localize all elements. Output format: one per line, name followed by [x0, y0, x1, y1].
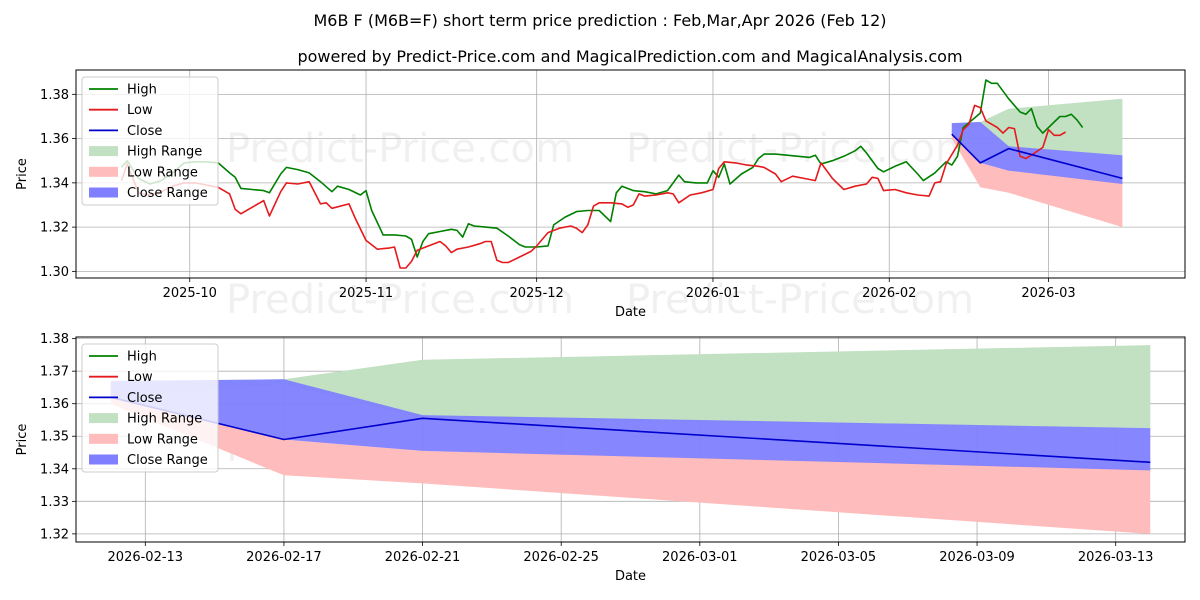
y-axis-ticks: 1.30 1.32 1.34 1.36 1.38: [40, 88, 76, 280]
legend-swatch-high-range: [89, 413, 118, 424]
x-tick-label: 2026-02: [862, 286, 916, 301]
x-axis-label: Date: [615, 305, 646, 320]
watermark: Predict-Price.com: [226, 126, 574, 172]
high-line: [120, 79, 1084, 258]
x-tick-label: 2025-11: [339, 286, 393, 301]
x-tick-label: 2026-01: [686, 286, 740, 301]
close-range-band: [110, 379, 1151, 471]
legend-swatch-low-range: [89, 433, 118, 444]
legend-label-close-range: Close Range: [127, 453, 208, 468]
close-line: [951, 133, 1123, 180]
low-range-band: [951, 134, 1123, 228]
x-tick-label: 2025-12: [509, 286, 563, 301]
legend-swatch-high-range: [89, 146, 118, 157]
legend-label-close: Close: [127, 124, 162, 139]
x-tick-label: 2026-03-13: [1078, 550, 1154, 565]
main-title: M6B F (M6B=F) short term price predictio…: [313, 11, 886, 30]
x-tick-label: 2026-02-13: [108, 550, 184, 565]
low-line: [120, 104, 1067, 269]
high-range-band: [110, 345, 1151, 429]
x-tick-label: 2026-02-21: [385, 550, 461, 565]
legend-swatch-close-range: [89, 187, 118, 198]
legend-label-close-range: Close Range: [127, 186, 208, 201]
watermark: Predict-Price.com: [626, 277, 974, 323]
y-tick-label: 1.34: [40, 176, 69, 191]
x-tick-label: 2026-02-25: [523, 550, 599, 565]
x-axis-ticks: 2025-10 2025-11 2025-12 2026-01 2026-02 2026-…: [163, 278, 1076, 301]
plot-frame: [75, 69, 1186, 279]
legend: High Low Close High Range Low Range Close Ran…: [81, 343, 219, 473]
legend-label-close: Close: [127, 391, 162, 406]
x-tick-label: 2026-03-05: [801, 550, 877, 565]
y-tick-label: 1.30: [40, 265, 69, 280]
y-tick-label: 1.37: [40, 365, 69, 380]
y-tick-label: 1.32: [40, 221, 69, 236]
y-axis-label: Price: [15, 424, 30, 456]
legend-label-low-range: Low Range: [127, 165, 198, 180]
plot-frame: [75, 336, 1186, 543]
x-tick-label: 2026-03: [1021, 286, 1075, 301]
subtitle: powered by Predict-Price.com and Magical…: [297, 47, 962, 66]
legend: High Low Close High Range Low Range Close Ran…: [81, 76, 219, 206]
legend-label-low: Low: [127, 103, 153, 118]
watermark: Predict-Price.com: [226, 277, 574, 323]
y-tick-label: 1.38: [40, 88, 69, 103]
legend-label-low: Low: [127, 370, 153, 385]
y-tick-label: 1.33: [40, 495, 69, 510]
legend-label-low-range: Low Range: [127, 432, 198, 447]
y-tick-label: 1.36: [40, 397, 69, 412]
watermark-group: Predict-Price.com Predict-Price.com Pred…: [226, 126, 974, 323]
low-range-band: [110, 397, 1151, 534]
y-tick-label: 1.36: [40, 132, 69, 147]
legend-swatch-low-range: [89, 166, 118, 177]
forecast-panel: Predict-Price.com Predict-Price.com 2026…: [15, 332, 1186, 584]
watermark: Predict-Price.com: [626, 126, 974, 172]
legend-label-high-range: High Range: [127, 412, 202, 427]
x-axis-ticks: 2026-02-13 2026-02-17 2026-02-21 2026-02-25…: [108, 542, 1154, 565]
y-tick-label: 1.32: [40, 527, 69, 542]
range-bands: [110, 345, 1151, 534]
close-range-band: [951, 122, 1123, 184]
y-axis-ticks: 1.32 1.33 1.34 1.35 1.36 1.37 1.38: [40, 332, 76, 542]
legend-label-high: High: [127, 83, 157, 98]
y-axis-label: Price: [15, 158, 30, 190]
series-lines: [120, 79, 1123, 269]
y-tick-label: 1.34: [40, 462, 69, 477]
legend-label-high: High: [127, 350, 157, 365]
legend-swatch-close-range: [89, 454, 118, 465]
x-tick-label: 2026-02-17: [246, 550, 322, 565]
legend-label-high-range: High Range: [127, 145, 202, 160]
x-axis-label: Date: [615, 569, 646, 584]
x-tick-label: 2025-10: [163, 286, 217, 301]
price-history-panel: Predict-Price.com Predict-Price.com Pred…: [15, 69, 1186, 323]
x-tick-label: 2026-03-09: [939, 550, 1015, 565]
y-tick-label: 1.35: [40, 430, 69, 445]
x-tick-label: 2026-03-01: [662, 550, 738, 565]
y-tick-label: 1.38: [40, 332, 69, 347]
